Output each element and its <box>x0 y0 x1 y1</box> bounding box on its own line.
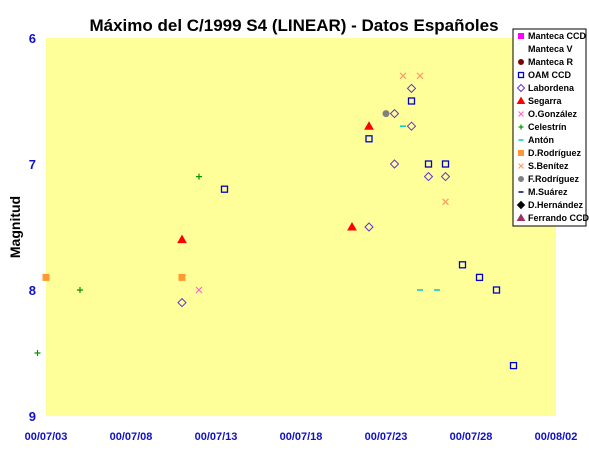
legend-label: Segarra <box>528 96 563 106</box>
legend-label: Antón <box>528 135 554 145</box>
legend-label: D.Hernández <box>528 200 584 210</box>
y-tick-label: 8 <box>29 283 36 298</box>
legend-label: F.Rodríguez <box>528 174 579 184</box>
chart-title: Máximo del C/1999 S4 (LINEAR) - Datos Es… <box>89 16 498 35</box>
x-tick-label: 00/08/02 <box>535 431 578 443</box>
legend-label: Manteca V <box>528 44 573 54</box>
legend-label: Manteca CCD <box>528 31 587 41</box>
x-tick-label: 00/07/18 <box>280 431 323 443</box>
plot-area <box>46 38 556 416</box>
data-point <box>179 274 185 280</box>
legend-label: OAM CCD <box>528 70 571 80</box>
x-tick-label: 00/07/23 <box>365 431 408 443</box>
x-tick-label: 00/07/28 <box>450 431 493 443</box>
legend-label: Manteca R <box>528 57 574 67</box>
legend-marker <box>519 151 524 156</box>
x-tick-label: 00/07/08 <box>110 431 153 443</box>
legend-label: O.González <box>528 109 578 119</box>
y-tick-label: 7 <box>29 157 36 172</box>
legend-label: Celestrín <box>528 122 567 132</box>
data-point <box>383 111 389 117</box>
legend-label: Labordena <box>528 83 575 93</box>
legend-marker <box>519 60 524 65</box>
data-point <box>43 274 49 280</box>
legend-marker <box>519 177 524 182</box>
legend-label: M.Suárez <box>528 187 568 197</box>
legend: Manteca CCD Manteca V Manteca R OAM CCD Labo… <box>513 29 589 226</box>
y-tick-label: 6 <box>29 31 36 46</box>
y-tick-label: 9 <box>29 409 36 424</box>
y-axis-label: Magnitud <box>7 196 23 258</box>
x-tick-label: 00/07/13 <box>195 431 238 443</box>
legend-label: D.Rodríguez <box>528 148 581 158</box>
legend-label: Ferrando CCD <box>528 213 589 223</box>
x-tick-label: 00/07/03 <box>25 431 68 443</box>
legend-marker <box>519 34 524 39</box>
legend-label: S.Benítez <box>528 161 569 171</box>
